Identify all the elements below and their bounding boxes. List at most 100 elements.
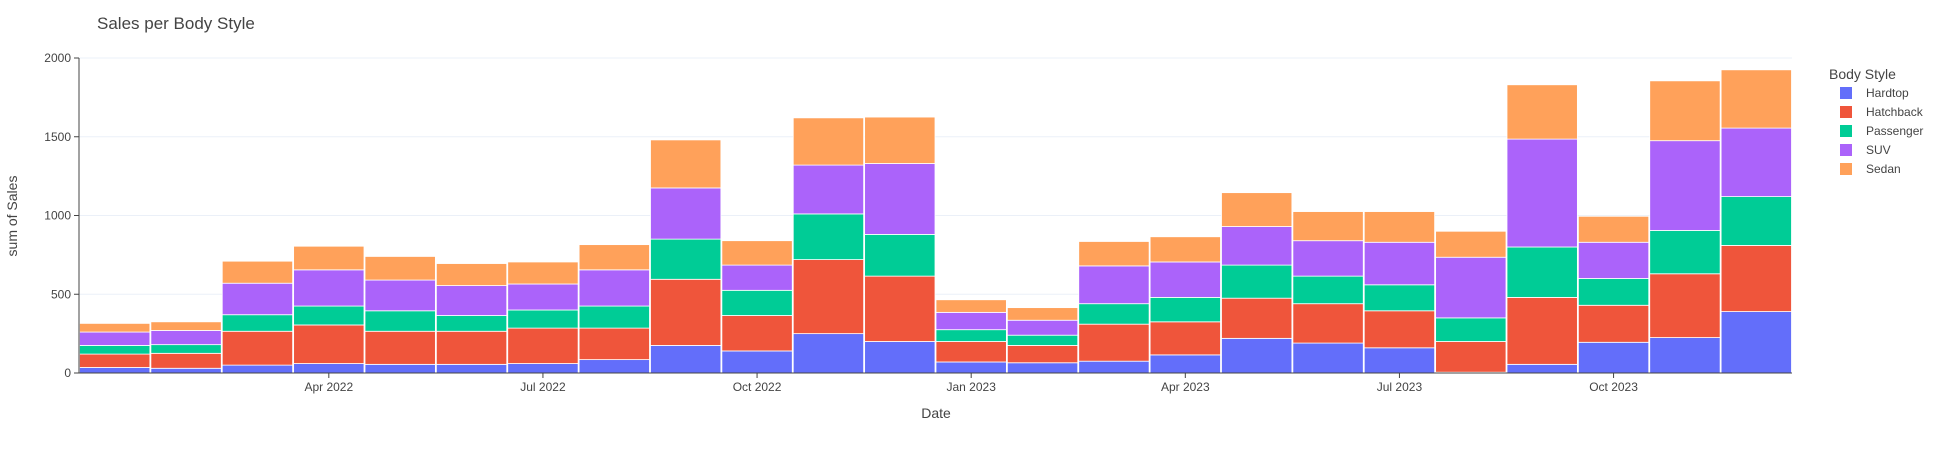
bar-segment-passenger — [1006, 334, 1079, 346]
bar-segment-hatchback — [864, 275, 936, 342]
bar-segment-hatchback — [221, 330, 294, 366]
bar-segment-passenger — [1292, 275, 1364, 305]
bar-segment-passenger — [221, 314, 294, 332]
bar-segment-passenger — [864, 233, 936, 277]
bar-segment-hardtop — [364, 363, 436, 374]
bar-segment-hatchback — [1577, 304, 1650, 343]
bar-segment-hardtop — [293, 363, 365, 374]
chart-title: Sales per Body Style — [97, 14, 255, 33]
y-tick-label: 1500 — [44, 130, 71, 144]
bar-segment-suv — [1292, 240, 1364, 277]
x-tick-label: Jul 2023 — [1377, 380, 1423, 394]
y-tick-label: 500 — [51, 287, 71, 301]
bar-segment-sedan — [1649, 80, 1721, 142]
bars — [79, 69, 1792, 374]
bar-segment-hatchback — [79, 353, 151, 368]
bar-segment-sedan — [1149, 236, 1221, 263]
bar-segment-hatchback — [1149, 321, 1221, 356]
bar-segment-sedan — [507, 261, 579, 285]
bar-segment-hardtop — [435, 363, 508, 374]
bar-segment-hardtop — [650, 345, 722, 374]
bar-segment-passenger — [364, 310, 436, 332]
bar-segment-sedan — [1292, 211, 1364, 242]
bar-segment-hardtop — [792, 333, 865, 374]
bar-segment-passenger — [1221, 264, 1293, 299]
bar-segment-hatchback — [1506, 296, 1578, 365]
legend-swatch-hardtop — [1840, 87, 1852, 99]
bar-segment-passenger — [79, 345, 151, 355]
bar-segment-suv — [1720, 127, 1792, 197]
bar-segment-suv — [1363, 241, 1436, 286]
bar-segment-passenger — [650, 238, 722, 280]
bar-segment-hardtop — [150, 367, 222, 374]
bar-segment-hatchback — [1078, 323, 1150, 362]
bar-segment-hatchback — [1006, 345, 1079, 364]
bar-segment-suv — [1006, 319, 1079, 336]
bar-segment-hardtop — [221, 364, 294, 374]
bar-segment-hardtop — [864, 341, 936, 374]
bar-segment-hardtop — [1078, 360, 1150, 374]
bar-segment-suv — [293, 269, 365, 307]
bar-segment-sedan — [935, 299, 1007, 313]
y-tick-labels: 0 500 1000 1500 2000 — [44, 51, 79, 380]
bar-segment-sedan — [221, 260, 294, 284]
bar-segment-hardtop — [1649, 337, 1721, 374]
x-tick-label: Oct 2023 — [1589, 380, 1638, 394]
bar-segment-passenger — [1720, 196, 1792, 246]
bar-segment-suv — [1649, 140, 1721, 231]
bar-segment-passenger — [1506, 246, 1578, 298]
bar-segment-suv — [221, 282, 294, 316]
bar-segment-passenger — [1435, 317, 1507, 342]
bar-segment-hardtop — [1506, 363, 1578, 374]
bar-segment-sedan — [79, 322, 151, 333]
bar-segment-passenger — [721, 289, 793, 316]
x-tick-label: Jul 2022 — [520, 380, 566, 394]
bar-segment-hardtop — [1149, 354, 1221, 374]
bar-segment-hatchback — [1649, 273, 1721, 338]
legend-label-suv: SUV — [1866, 143, 1891, 157]
legend-swatch-hatchback — [1840, 106, 1852, 118]
bar-segment-hatchback — [721, 315, 793, 352]
bar-segment-suv — [1078, 265, 1150, 305]
bar-segment-sedan — [1720, 69, 1792, 129]
bar-segment-sedan — [1577, 215, 1650, 243]
bar-segment-sedan — [650, 139, 722, 189]
bar-segment-passenger — [1363, 284, 1436, 312]
x-tick-labels: Apr 2022 Jul 2022 Oct 2022 Jan 2023 Apr 2023… — [304, 373, 1638, 394]
bar-segment-suv — [650, 187, 722, 240]
bar-segment-suv — [578, 269, 650, 307]
bar-segment-hatchback — [1435, 341, 1507, 373]
bar-segment-suv — [864, 163, 936, 235]
x-tick-label: Apr 2022 — [304, 380, 353, 394]
bar-segment-sedan — [1506, 84, 1578, 140]
bar-segment-suv — [1577, 241, 1650, 279]
bar-segment-hardtop — [578, 359, 650, 374]
x-axis-title: Date — [921, 405, 951, 421]
bar-segment-hatchback — [1292, 303, 1364, 344]
bar-segment-hatchback — [364, 330, 436, 365]
bar-segment-sedan — [435, 263, 508, 286]
bar-segment-sedan — [578, 244, 650, 271]
bar-segment-sedan — [864, 116, 936, 164]
bar-segment-hatchback — [1221, 297, 1293, 339]
x-tick-label: Oct 2022 — [733, 380, 782, 394]
bar-segment-hatchback — [935, 341, 1007, 363]
legend-swatch-sedan — [1840, 163, 1852, 175]
bar-segment-hardtop — [1292, 342, 1364, 374]
bar-segment-suv — [79, 331, 151, 346]
bar-segment-suv — [1435, 256, 1507, 319]
legend-label-hardtop: Hardtop — [1866, 86, 1909, 100]
bar-segment-sedan — [364, 256, 436, 281]
bar-segment-suv — [150, 330, 222, 346]
bar-segment-hatchback — [792, 259, 865, 335]
bar-segment-sedan — [1435, 230, 1507, 258]
bar-segment-hardtop — [1720, 311, 1792, 374]
bar-segment-passenger — [792, 213, 865, 261]
bar-segment-hardtop — [1363, 347, 1436, 374]
bar-segment-sedan — [1078, 241, 1150, 267]
bar-segment-passenger — [293, 305, 365, 326]
y-axis-title: sum of Sales — [4, 176, 20, 257]
bar-segment-sedan — [1363, 211, 1436, 243]
bar-segment-hatchback — [1720, 245, 1792, 312]
bar-segment-passenger — [1577, 278, 1650, 306]
